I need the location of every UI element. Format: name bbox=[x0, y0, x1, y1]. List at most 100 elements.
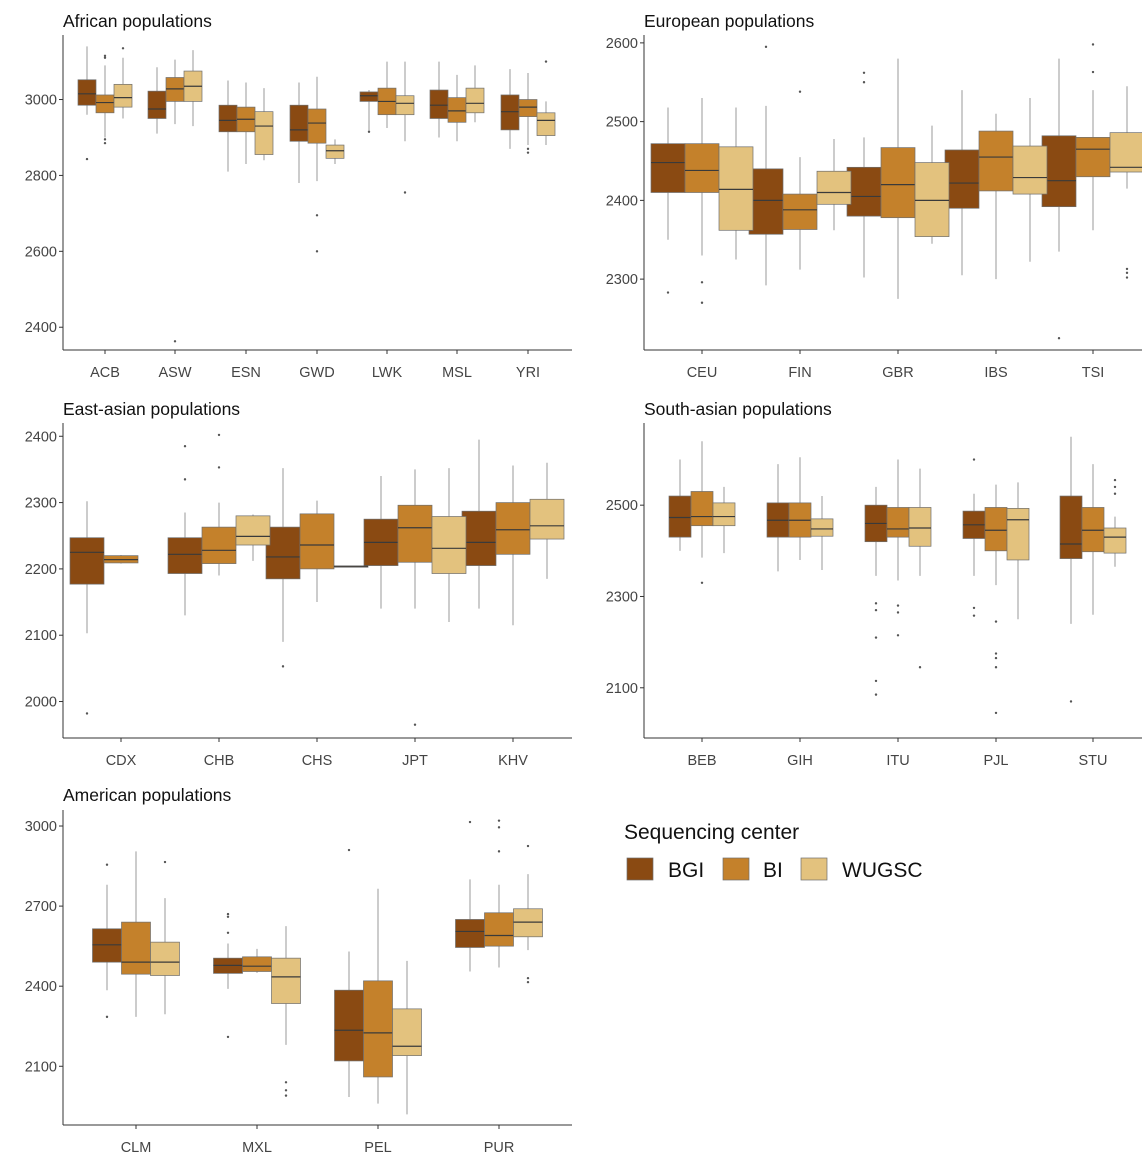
box-wugsc-clm bbox=[150, 860, 180, 1015]
box-body bbox=[690, 491, 714, 527]
box-wugsc-yri bbox=[536, 60, 556, 146]
box-bi-stu bbox=[1081, 464, 1105, 615]
box-body bbox=[944, 149, 980, 209]
y-tick-label: 2400 bbox=[25, 429, 57, 445]
x-tick-label: GIH bbox=[787, 753, 813, 769]
outlier-point bbox=[281, 665, 285, 668]
box-body bbox=[978, 130, 1014, 192]
x-tick-label: FIN bbox=[788, 365, 811, 381]
outlier-point bbox=[226, 1035, 230, 1039]
panel-european: European populations 2300 2400 2500 2600 CEU… bbox=[606, 11, 1142, 381]
box-wugsc-gbr bbox=[914, 125, 950, 244]
box-body bbox=[69, 537, 105, 585]
outlier-point bbox=[874, 602, 878, 605]
x-tick-label: LWK bbox=[372, 365, 403, 381]
outlier-point bbox=[226, 915, 230, 918]
box-body bbox=[1012, 145, 1048, 195]
legend-swatch-bgi bbox=[626, 857, 654, 881]
y-tick-label: 2300 bbox=[25, 496, 57, 512]
box-body bbox=[748, 168, 784, 235]
x-tick-label: CLM bbox=[121, 1140, 152, 1153]
box-bi-ibs bbox=[978, 113, 1014, 280]
box-body bbox=[984, 507, 1008, 552]
box-body bbox=[147, 90, 167, 119]
box-bi-gbr bbox=[880, 58, 916, 299]
outlier-point bbox=[1113, 492, 1117, 495]
x-tick-label: BEB bbox=[687, 753, 716, 769]
box-body bbox=[495, 502, 531, 555]
outlier-point bbox=[526, 151, 530, 154]
box-bi-tsi bbox=[1075, 43, 1111, 231]
box-body bbox=[325, 144, 345, 159]
legend-title: Sequencing center bbox=[624, 821, 799, 844]
box-wugsc-tsi bbox=[1109, 86, 1142, 279]
box-body bbox=[782, 193, 818, 230]
box-wugsc-esn bbox=[254, 88, 274, 161]
panel-title: South-asian populations bbox=[644, 399, 832, 419]
outlier-point bbox=[1091, 70, 1095, 74]
outlier-point bbox=[1125, 267, 1129, 271]
y-tick-label: 3000 bbox=[25, 819, 57, 835]
outlier-point bbox=[1091, 43, 1095, 46]
box-bgi-chs bbox=[265, 468, 301, 668]
outlier-point bbox=[315, 250, 319, 253]
outlier-point bbox=[347, 848, 351, 852]
box-bi-yri bbox=[518, 72, 538, 154]
y-tick-label: 2300 bbox=[606, 272, 638, 288]
y-tick-label: 2100 bbox=[606, 681, 638, 697]
box-bgi-itu bbox=[864, 486, 888, 696]
outlier-point bbox=[972, 606, 976, 610]
box-body bbox=[650, 143, 686, 193]
box-bgi-lwk bbox=[359, 90, 379, 133]
box-body bbox=[167, 537, 203, 574]
box-bi-gih bbox=[788, 457, 812, 560]
box-bi-asw bbox=[165, 59, 185, 343]
box-body bbox=[668, 495, 692, 538]
outlier-point bbox=[526, 844, 530, 848]
y-tick-label: 2000 bbox=[25, 695, 57, 711]
box-bi-fin bbox=[782, 90, 818, 270]
x-tick-label: IBS bbox=[984, 365, 1007, 381]
outlier-point bbox=[874, 636, 878, 639]
box-bgi-chb bbox=[167, 445, 203, 616]
box-bgi-cdx bbox=[69, 501, 105, 715]
outlier-point bbox=[874, 608, 878, 612]
box-body bbox=[846, 166, 882, 217]
panel-title: American populations bbox=[63, 785, 232, 805]
box-body bbox=[92, 928, 122, 963]
box-body bbox=[461, 510, 497, 566]
box-bgi-jpt bbox=[363, 476, 399, 609]
panel-south-asian: South-asian populations 2100 2300 2500 BEB G… bbox=[606, 399, 1142, 769]
y-tick-label: 2100 bbox=[25, 1059, 57, 1075]
outlier-point bbox=[226, 931, 230, 934]
box-bgi-pjl bbox=[962, 458, 986, 617]
legend-swatch-wugsc bbox=[800, 857, 828, 881]
box-body bbox=[1075, 137, 1111, 178]
outlier-point bbox=[972, 458, 976, 461]
box-body bbox=[914, 162, 950, 237]
y-tick-label: 2400 bbox=[606, 193, 638, 209]
box-body bbox=[816, 170, 852, 205]
outlier-point bbox=[85, 712, 89, 715]
outlier-point bbox=[666, 291, 670, 294]
outlier-point bbox=[173, 340, 177, 343]
outlier-point bbox=[1057, 336, 1061, 340]
outlier-point bbox=[1125, 271, 1129, 275]
box-body bbox=[712, 502, 736, 527]
outlier-point bbox=[918, 666, 922, 669]
outlier-point bbox=[497, 850, 501, 853]
box-wugsc-jpt bbox=[431, 468, 467, 622]
box-body bbox=[718, 146, 754, 231]
box-bi-itu bbox=[886, 459, 910, 637]
box-body bbox=[392, 1008, 422, 1056]
box-bi-cdx bbox=[103, 554, 139, 564]
outlier-point bbox=[183, 478, 187, 481]
y-tick-label: 2400 bbox=[25, 979, 57, 995]
box-body bbox=[1081, 507, 1105, 553]
y-tick-label: 2600 bbox=[25, 244, 57, 260]
box-bgi-fin bbox=[748, 45, 784, 286]
x-tick-label: CHB bbox=[204, 753, 235, 769]
box-wugsc-ceu bbox=[718, 107, 754, 260]
outlier-point bbox=[862, 71, 866, 75]
panel-title: East-asian populations bbox=[63, 399, 240, 419]
